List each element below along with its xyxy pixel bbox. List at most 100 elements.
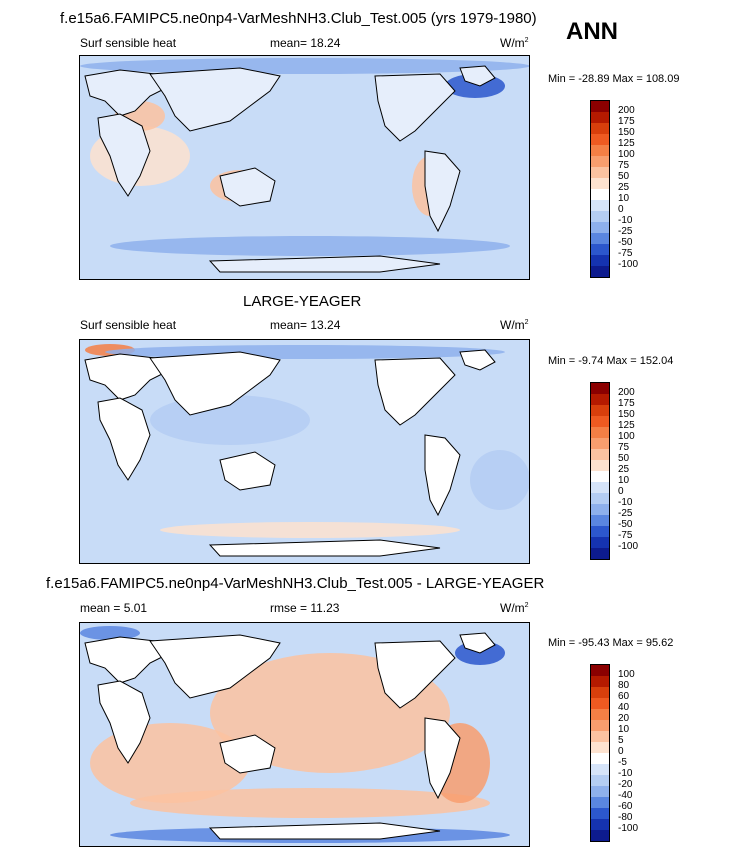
panel1-minmax: Min = -28.89 Max = 108.09 — [548, 73, 680, 85]
colorbar-swatch — [591, 167, 609, 178]
continent-outline — [424, 434, 461, 517]
continent-outline — [424, 150, 461, 233]
colorbar-level-label: 100 — [618, 149, 635, 160]
colorbar-swatch — [591, 819, 609, 830]
continent-outline — [208, 255, 441, 273]
colorbar-swatch — [591, 266, 609, 277]
panel2-units: W/m2 — [500, 318, 529, 332]
field-contour — [130, 788, 490, 818]
panel2-title: LARGE-YEAGER — [243, 293, 362, 310]
colorbar-level-label: -10 — [618, 768, 633, 779]
panel1-map-svg — [80, 58, 529, 273]
colorbar-swatch — [591, 830, 609, 841]
colorbar-swatch — [591, 731, 609, 742]
panel3-units: W/m2 — [500, 601, 529, 615]
colorbar-swatch — [591, 709, 609, 720]
colorbar-level-label: -25 — [618, 226, 633, 237]
colorbar-swatch — [591, 134, 609, 145]
colorbar-swatch — [591, 665, 609, 676]
colorbar-level-label: -75 — [618, 530, 633, 541]
colorbar-level-label: 150 — [618, 409, 635, 420]
colorbar-swatch — [591, 808, 609, 819]
colorbar-swatch — [591, 233, 609, 244]
colorbar-swatch — [591, 753, 609, 764]
colorbar-swatch — [591, 797, 609, 808]
field-contour — [80, 626, 140, 640]
colorbar-swatch — [591, 449, 609, 460]
colorbar-swatch — [591, 178, 609, 189]
field-contour — [160, 522, 460, 538]
continent-outline — [84, 353, 171, 401]
colorbar-level-label: 10 — [618, 475, 630, 486]
field-contour — [110, 236, 510, 256]
panel3-minmax: Min = -95.43 Max = 95.62 — [548, 637, 674, 649]
colorbar-swatch — [591, 438, 609, 449]
colorbar-level-label: -50 — [618, 519, 633, 530]
colorbar-level-label: -25 — [618, 508, 633, 519]
colorbar-swatch — [591, 222, 609, 233]
panel1-title: f.e15a6.FAMIPC5.ne0np4-VarMeshNH3.Club_T… — [60, 10, 537, 27]
colorbar-swatch — [591, 720, 609, 731]
colorbar-swatch — [591, 189, 609, 200]
panel2-minmax: Min = -9.74 Max = 152.04 — [548, 355, 674, 367]
continent-outline — [219, 167, 276, 207]
continent-outline — [149, 351, 281, 416]
colorbar-level-label: 125 — [618, 420, 635, 431]
colorbar-level-label: 0 — [618, 486, 624, 497]
colorbar-swatch — [591, 687, 609, 698]
colorbar-swatch — [591, 775, 609, 786]
continent-outline — [374, 640, 456, 709]
colorbar-swatch — [591, 742, 609, 753]
panel1-mean: mean= 18.24 — [270, 36, 341, 50]
panel1-units: W/m2 — [500, 36, 529, 50]
colorbar-level-label: 0 — [618, 204, 624, 215]
colorbar-level-label: 40 — [618, 702, 630, 713]
colorbar-swatch — [591, 515, 609, 526]
colorbar-swatch — [591, 526, 609, 537]
colorbar-swatch — [591, 460, 609, 471]
colorbar-swatch — [591, 427, 609, 438]
colorbar-swatch — [591, 548, 609, 559]
colorbar-level-label: 50 — [618, 453, 630, 464]
colorbar-level-label: 175 — [618, 398, 635, 409]
colorbar-level-label: -100 — [618, 259, 639, 270]
colorbar-swatch — [591, 255, 609, 266]
colorbar-swatches — [590, 664, 610, 842]
colorbar-swatch — [591, 112, 609, 123]
colorbar-level-label: -50 — [618, 237, 633, 248]
continent-outline — [374, 73, 456, 142]
continent-outline — [374, 357, 456, 426]
colorbar-level-label: -75 — [618, 248, 633, 259]
continent-outline — [459, 349, 496, 371]
panel3-title: f.e15a6.FAMIPC5.ne0np4-VarMeshNH3.Club_T… — [46, 575, 545, 592]
continent-outline — [459, 632, 496, 654]
colorbar-level-label: -100 — [618, 541, 639, 552]
colorbar-level-label: 100 — [618, 431, 635, 442]
colorbar-swatches — [590, 382, 610, 560]
colorbar-swatch — [591, 200, 609, 211]
colorbar-swatch — [591, 493, 609, 504]
continent-outline — [149, 67, 281, 132]
panel2-variable: Surf sensible heat — [80, 318, 177, 332]
panel3-mean: mean = 5.01 — [80, 601, 148, 615]
colorbar-level-label: -60 — [618, 801, 633, 812]
continent-outline — [149, 634, 281, 699]
colorbar-level-label: -10 — [618, 497, 633, 508]
colorbar-swatch — [591, 405, 609, 416]
field-contour — [470, 450, 529, 510]
colorbar-swatch — [591, 394, 609, 405]
continent-outline — [219, 734, 276, 774]
colorbar-swatch — [591, 123, 609, 134]
colorbar-level-label: 60 — [618, 691, 630, 702]
colorbar-level-label: 150 — [618, 127, 635, 138]
colorbar-level-label: 0 — [618, 746, 624, 757]
colorbar-level-label: -5 — [618, 757, 627, 768]
colorbar-level-label: 200 — [618, 387, 635, 398]
colorbar-swatch — [591, 145, 609, 156]
colorbar-level-label: 75 — [618, 442, 630, 453]
colorbar-level-label: -20 — [618, 779, 633, 790]
colorbar-swatch — [591, 101, 609, 112]
colorbar-level-label: 175 — [618, 116, 635, 127]
continent-outline — [97, 397, 151, 481]
continent-outline — [97, 680, 151, 764]
